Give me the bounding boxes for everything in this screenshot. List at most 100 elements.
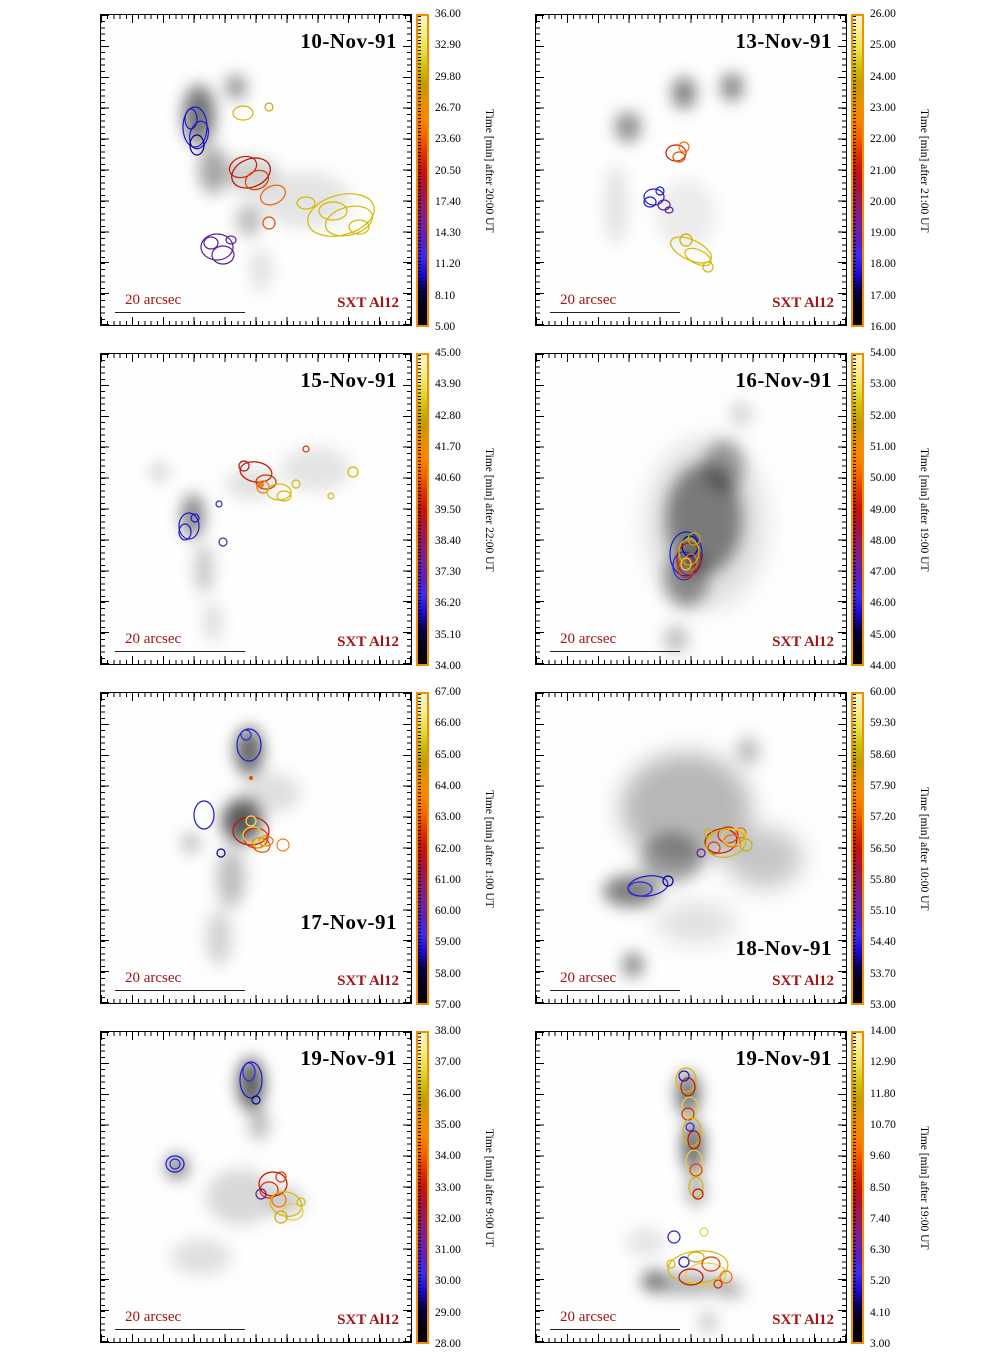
colorbar-axis-label: Time [min] after 20:00 UT: [483, 108, 495, 233]
scale-bar-line: [550, 990, 680, 991]
colorbar-tick-labels: 14.00 12.90 11.80 10.70 9.60 8.50 7.40 6.30 5.20…: [870, 1025, 916, 1350]
colorbar-tick-label: 9.60: [870, 1150, 891, 1163]
colorbar-tick-label: 48.00: [870, 534, 896, 547]
figure-row-3: 17-Nov-91 20 arcsec SXT Al12 67.00 66.00 6…: [100, 686, 985, 1011]
colorbar-tick-label: 53.00: [870, 999, 896, 1011]
colorbar-tick-label: 42.80: [435, 409, 461, 422]
colorbar-gradient: [416, 1031, 429, 1344]
colorbar-tick-label: 29.00: [435, 1306, 461, 1319]
scale-bar: 20 arcsec: [115, 631, 245, 652]
colorbar-gradient: [851, 692, 864, 1005]
scale-bar-line: [115, 312, 245, 313]
colorbar-tick-label: 57.90: [870, 779, 896, 792]
colorbar-tick-label: 58.00: [435, 967, 461, 980]
instrument-label: SXT Al12: [772, 295, 834, 311]
colorbar-tick-label: 19.00: [870, 227, 896, 240]
colorbar-tick-label: 6.30: [870, 1244, 891, 1257]
sxt-image: 19-Nov-91 20 arcsec SXT Al12: [535, 1031, 847, 1343]
colorbar-tick-label: 64.00: [435, 779, 461, 792]
colorbar: 26.00 25.00 24.00 23.00 22.00 21.00 20.00 19.00…: [851, 8, 932, 333]
colorbar-tick-label: 16.00: [870, 321, 896, 333]
colorbar-tick-label: 35.10: [435, 628, 461, 641]
scale-bar-line: [550, 651, 680, 652]
colorbar-tick-label: 20.00: [870, 195, 896, 208]
colorbar-tick-label: 34.00: [435, 1150, 461, 1163]
colorbar-tick-label: 57.00: [435, 999, 461, 1011]
colorbar-tick-label: 67.00: [435, 686, 461, 698]
colorbar-tick-label: 26.00: [870, 8, 896, 20]
instrument-label: SXT Al12: [337, 1312, 399, 1328]
contour-overlay: [165, 1061, 306, 1224]
colorbar-gradient: [851, 353, 864, 666]
colorbar-tick-label: 23.60: [435, 133, 461, 146]
panel-date: 15-Nov-91: [300, 368, 397, 392]
scale-bar-line: [550, 312, 680, 313]
colorbar-tick-label: 5.20: [870, 1275, 891, 1288]
colorbar-axis-label: Time [min] after 21:00 UT: [918, 108, 930, 233]
colorbar-tick-label: 36.20: [435, 597, 461, 610]
colorbar-tick-label: 37.30: [435, 566, 461, 579]
colorbar-tick-label: 3.00: [870, 1338, 891, 1350]
instrument-label: SXT Al12: [337, 295, 399, 311]
contour-overlay: [178, 445, 359, 547]
scale-bar-label: 20 arcsec: [560, 292, 617, 308]
colorbar-tick-label: 17.40: [435, 195, 461, 208]
colorbar-tick-label: 8.10: [435, 289, 456, 302]
sxt-image: 10-Nov-91 20 arcsec SXT Al12: [100, 14, 412, 326]
panel-date: 13-Nov-91: [735, 29, 832, 53]
scale-bar-line: [115, 990, 245, 991]
colorbar-axis-label: Time [min] after 9:00 UT: [483, 1128, 495, 1247]
colorbar-tick-label: 14.00: [870, 1025, 896, 1037]
colorbar: 67.00 66.00 65.00 64.00 63.00 62.00 61.00 60.00…: [416, 686, 497, 1011]
colorbar: 60.00 59.30 58.60 57.90 57.20 56.50 55.80 55.10…: [851, 686, 932, 1011]
colorbar-tick-label: 53.70: [870, 967, 896, 980]
colorbar-tick-label: 24.00: [870, 70, 896, 83]
scale-bar-label: 20 arcsec: [560, 1309, 617, 1325]
colorbar-tick-label: 37.00: [435, 1056, 461, 1069]
colorbar-axis-label: Time [min] after 19:00 UT: [918, 1125, 930, 1250]
colorbar-tick-label: 17.00: [870, 289, 896, 302]
scale-bar-label: 20 arcsec: [125, 631, 182, 647]
panel-16-nov-91: 16-Nov-91 20 arcsec SXT Al12 54.00 53.00 5…: [535, 347, 932, 672]
scale-bar: 20 arcsec: [550, 1309, 680, 1330]
scale-bar-line: [115, 651, 245, 652]
colorbar-tick-label: 35.00: [435, 1118, 461, 1131]
contour-overlay: [193, 728, 290, 858]
scale-bar-label: 20 arcsec: [125, 1309, 182, 1325]
panel-date: 16-Nov-91: [735, 368, 832, 392]
scale-bar: 20 arcsec: [550, 292, 680, 313]
colorbar-tick-label: 10.70: [870, 1118, 896, 1131]
colorbar-tick-label: 66.00: [435, 717, 461, 730]
colorbar-tick-label: 57.20: [870, 811, 896, 824]
colorbar-axis-label: Time [min] after 22:00 UT: [483, 447, 495, 572]
colorbar-tick-label: 38.00: [435, 1025, 461, 1037]
colorbar-tick-label: 14.30: [435, 227, 461, 240]
contour-overlay: [627, 826, 753, 897]
scale-bar-line: [550, 1329, 680, 1330]
colorbar-tick-labels: 36.00 32.90 29.80 26.70 23.60 20.50 17.40 14.30…: [435, 8, 481, 333]
colorbar-tick-label: 38.40: [435, 534, 461, 547]
colorbar-tick-label: 44.00: [870, 660, 896, 672]
sxt-image: 18-Nov-91 20 arcsec SXT Al12: [535, 692, 847, 1004]
colorbar-tick-label: 32.00: [435, 1212, 461, 1225]
sxt-image: 15-Nov-91 20 arcsec SXT Al12: [100, 353, 412, 665]
colorbar-tick-labels: 67.00 66.00 65.00 64.00 63.00 62.00 61.00 60.00…: [435, 686, 481, 1011]
colorbar-tick-labels: 26.00 25.00 24.00 23.00 22.00 21.00 20.00 19.00…: [870, 8, 916, 333]
colorbar-tick-label: 40.60: [435, 472, 461, 485]
sxt-image-svg: [165, 1058, 306, 1275]
figure-row-4: 19-Nov-91 20 arcsec SXT Al12 38.00 37.00 3…: [100, 1025, 985, 1350]
sxt-image-svg: [183, 727, 301, 966]
sxt-image-svg: [152, 445, 359, 642]
sxt-image: 17-Nov-91 20 arcsec SXT Al12: [100, 692, 412, 1004]
sxt-image-svg: [626, 1067, 744, 1332]
colorbar-tick-label: 28.00: [435, 1338, 461, 1350]
panel-15-nov-91: 15-Nov-91 20 arcsec SXT Al12 45.00 43.90 4…: [100, 347, 497, 672]
colorbar-tick-label: 36.00: [435, 8, 461, 20]
scale-bar: 20 arcsec: [550, 631, 680, 652]
sxt-image: 13-Nov-91 20 arcsec SXT Al12: [535, 14, 847, 326]
colorbar-tick-label: 46.00: [870, 597, 896, 610]
colorbar-tick-label: 32.90: [435, 39, 461, 52]
colorbar: 38.00 37.00 36.00 35.00 34.00 33.00 32.00 31.00…: [416, 1025, 497, 1350]
colorbar-tick-label: 30.00: [435, 1275, 461, 1288]
